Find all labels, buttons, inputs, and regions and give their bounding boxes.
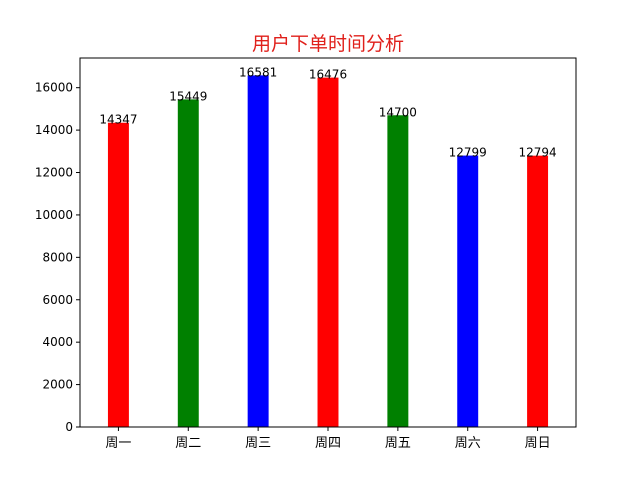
x-tick-label-4: 周四 — [315, 436, 341, 451]
data-labels-layer: 14347 15449 16581 16476 14700 12799 12794 — [99, 65, 556, 159]
y-tick-label-3: 4000 — [42, 335, 73, 349]
bars-layer — [107, 75, 549, 428]
x-tick-label-7: 周日 — [525, 436, 551, 451]
bar-4 — [317, 77, 339, 428]
x-tick-label-1: 周一 — [105, 436, 131, 451]
data-label-6: 12799 — [449, 146, 487, 160]
y-tick-label-9: 16000 — [35, 81, 73, 95]
data-label-3: 16581 — [239, 65, 277, 79]
y-tick-label-2: 2000 — [42, 378, 73, 392]
y-tick-label-5: 8000 — [42, 250, 73, 264]
x-tick-label-2: 周二 — [175, 436, 201, 451]
x-tick-label-5: 周五 — [385, 436, 411, 451]
bar-1 — [107, 122, 129, 427]
bar-5 — [387, 115, 409, 428]
data-label-7: 12794 — [518, 146, 556, 160]
data-label-5: 14700 — [379, 105, 417, 119]
data-label-2: 15449 — [169, 89, 207, 103]
x-axis: 周一 周二 周三 周四 周五 周六 周日 — [105, 427, 551, 451]
data-label-4: 16476 — [309, 68, 347, 82]
bar-2 — [177, 99, 199, 427]
y-tick-label-6: 10000 — [35, 208, 73, 222]
x-tick-label-6: 周六 — [455, 436, 481, 451]
plot-frame — [79, 57, 577, 428]
y-tick-label-4: 6000 — [42, 293, 73, 307]
bar-6 — [457, 155, 479, 427]
data-label-1: 14347 — [99, 113, 137, 127]
y-tick-label-1: 0 — [65, 420, 73, 434]
bar-7 — [527, 155, 549, 428]
chart-title: 用户下单时间分析 — [252, 33, 404, 55]
bar-3 — [247, 75, 269, 428]
x-tick-label-3: 周三 — [245, 436, 271, 451]
y-axis: 0 2000 4000 6000 8000 10000 12000 14000 16000 — [35, 81, 80, 434]
y-tick-label-8: 14000 — [35, 123, 73, 137]
y-tick-label-7: 12000 — [35, 166, 73, 180]
